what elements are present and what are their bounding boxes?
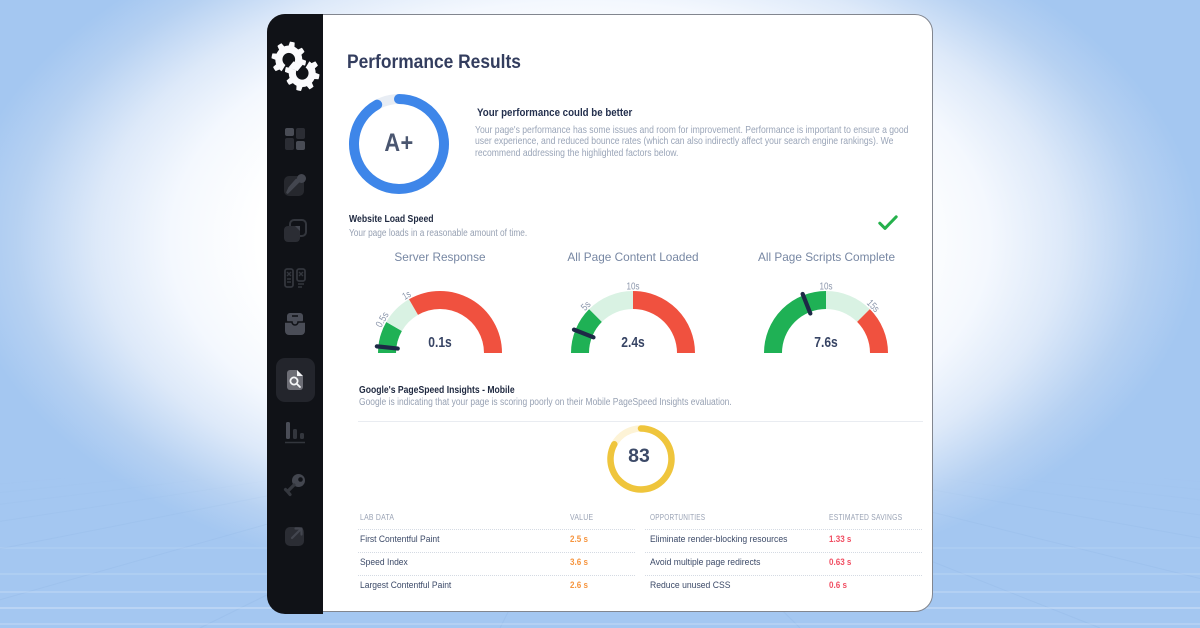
svg-text:10s: 10s	[820, 282, 833, 293]
svg-text:10s: 10s	[626, 282, 639, 293]
svg-text:5s: 5s	[579, 299, 593, 313]
svg-text:0.1s: 0.1s	[428, 335, 452, 351]
svg-text:7.6s: 7.6s	[814, 335, 838, 351]
svg-text:15s: 15s	[864, 298, 881, 315]
svg-text:2.4s: 2.4s	[621, 335, 645, 351]
